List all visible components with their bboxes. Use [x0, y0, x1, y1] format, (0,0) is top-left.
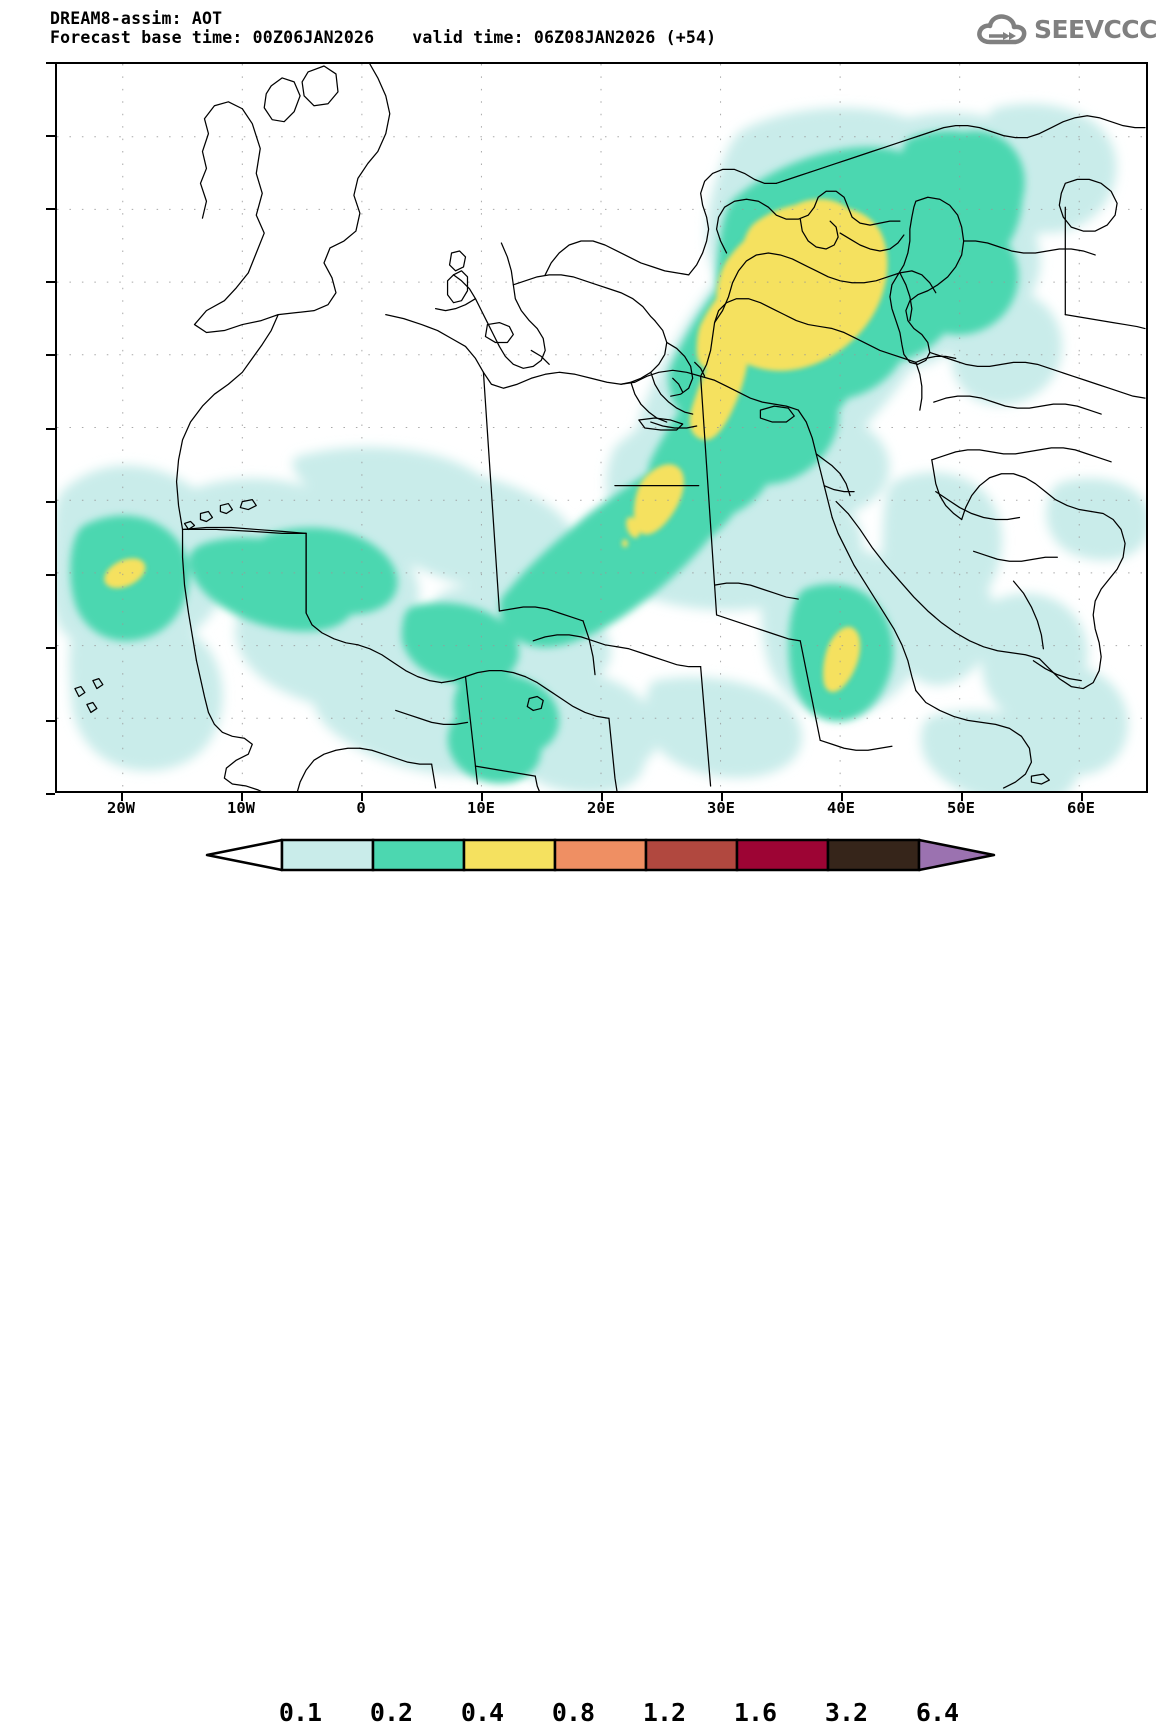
x-tick-40E [841, 793, 843, 801]
seevccc-logo: SEEVCCC [976, 12, 1158, 46]
map-plot-area: 55N 50N 45N 40N 35N 30N 25N 20N 15N 10N … [46, 62, 1148, 817]
time-info-line: Forecast base time: 00Z06JAN2026 valid ti… [50, 28, 950, 47]
colorbar-label-0.4: 0.4 [460, 1698, 504, 1727]
colorbar-arrow-left [205, 838, 284, 872]
colorbar-band-0.1-0.2 [280, 838, 375, 872]
x-axis-label-0: 0 [356, 799, 366, 817]
colorbar-label-3.2: 3.2 [824, 1698, 868, 1727]
colorbar-label-0.2: 0.2 [369, 1698, 413, 1727]
colorbar: 0.1 0.2 0.4 0.8 1.2 1.6 3.2 6.4 [0, 832, 1165, 1727]
x-tick-20W [121, 793, 123, 801]
logo-text: SEEVCCC [1033, 14, 1158, 44]
y-tick-20N [46, 573, 55, 576]
chart-header: DREAM8-assim: AOT Forecast base time: 00… [50, 9, 950, 47]
aot-band-0.4 [104, 199, 888, 693]
x-axis-label-50E: 50E [947, 799, 975, 817]
colorbar-band-0.8-1.2 [553, 838, 648, 872]
y-tick-5N [46, 793, 55, 795]
colorbar-tick-labels: 0.1 0.2 0.4 0.8 1.2 1.6 3.2 6.4 [0, 1698, 1165, 1728]
colorbar-label-0.1: 0.1 [278, 1698, 322, 1727]
x-axis-label-10W: 10W [227, 799, 255, 817]
y-tick-35N [46, 354, 55, 357]
forecast-map-page: DREAM8-assim: AOT Forecast base time: 00… [0, 9, 1165, 1727]
y-tick-50N [46, 135, 55, 138]
y-tick-40N [46, 281, 55, 284]
colorbar-arrow-right [917, 838, 996, 872]
colorbar-band-0.2-0.4 [371, 838, 466, 872]
base-time-label: Forecast base time: 00Z06JAN2026 [50, 28, 375, 47]
colorbar-swatches [205, 838, 996, 872]
x-tick-10W [241, 793, 243, 801]
y-tick-45N [46, 208, 55, 211]
y-tick-55N [46, 62, 55, 64]
colorbar-band-1.6-3.2 [735, 838, 830, 872]
x-tick-30E [721, 793, 723, 801]
x-axis-label-40E: 40E [827, 799, 855, 817]
colorbar-band-1.2-1.6 [644, 838, 739, 872]
x-axis-label-60E: 60E [1067, 799, 1095, 817]
colorbar-label-0.8: 0.8 [551, 1698, 595, 1727]
y-tick-10N [46, 719, 55, 722]
x-tick-10E [481, 793, 483, 801]
x-tick-50E [961, 793, 963, 801]
map-coastlines [74, 64, 1146, 791]
x-axis-label-10E: 10E [467, 799, 495, 817]
colorbar-label-6.4: 6.4 [915, 1698, 959, 1727]
valid-time-label: valid time: 06Z08JAN2026 (+54) [412, 28, 717, 47]
x-axis-label-20W: 20W [107, 799, 135, 817]
colorbar-band-3.2-6.4 [826, 838, 921, 872]
y-tick-30N [46, 427, 55, 430]
colorbar-label-1.6: 1.6 [733, 1698, 777, 1727]
colorbar-label-1.2: 1.2 [642, 1698, 686, 1727]
map-frame [55, 62, 1148, 793]
cloud-icon [977, 14, 1027, 45]
aot-map [57, 64, 1146, 791]
x-tick-60E [1081, 793, 1083, 801]
y-tick-25N [46, 500, 55, 503]
colorbar-band-0.4-0.8 [462, 838, 557, 872]
x-axis-label-20E: 20E [587, 799, 615, 817]
x-tick-20E [601, 793, 603, 801]
page-title: DREAM8-assim: AOT [50, 9, 223, 28]
x-axis-label-30E: 30E [707, 799, 735, 817]
y-tick-15N [46, 646, 55, 649]
x-tick-0 [361, 793, 363, 801]
